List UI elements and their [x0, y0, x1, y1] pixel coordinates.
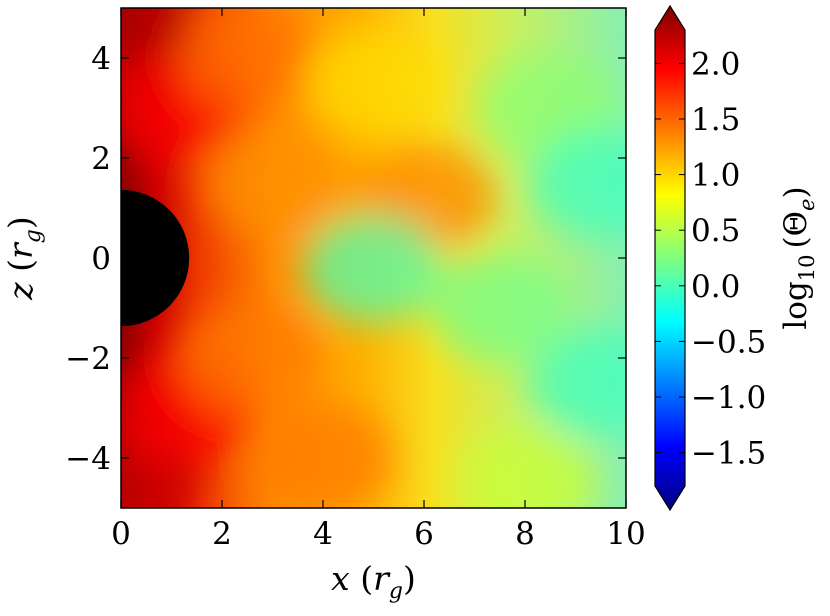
colorbar-tick-label: −1.0	[691, 380, 766, 416]
colorbar-tick-label: −0.5	[691, 324, 766, 360]
colorbar-tick-label: −1.5	[691, 436, 766, 472]
y-tick-label: 4	[91, 41, 111, 77]
plot-area	[121, 8, 626, 508]
field-sample-6	[177, 303, 318, 413]
colorbar: −1.5 −1.0 −0.5 0.0 0.5 1.0 1.5 2.0 log10(Θe)	[654, 4, 819, 512]
y-axis-title: z (rg)	[1, 216, 46, 301]
x-tick-label: 8	[515, 516, 535, 552]
colorbar-tick-label: 1.5	[691, 102, 740, 138]
x-tick-label: 2	[212, 516, 232, 552]
x-tick-label: 10	[606, 516, 645, 552]
field-sample-11	[429, 253, 570, 363]
field-sample-15	[455, 428, 595, 508]
y-tick-label: −2	[65, 341, 111, 377]
field-sample-10	[303, 213, 444, 323]
x-tick-label: 6	[414, 516, 434, 552]
y-tick-label: 2	[91, 141, 111, 177]
field-sample-5	[202, 128, 343, 238]
temperature-field-samples	[121, 8, 626, 508]
field-sample-8	[303, 28, 444, 138]
field-sample-4	[177, 8, 318, 113]
x-tick-label: 0	[111, 516, 131, 552]
field-sample-14	[530, 328, 626, 438]
x-axis-ticks: 0 2 4 6 8 10	[111, 8, 646, 552]
colorbar-tick-label: 0.0	[691, 269, 740, 305]
field-sample-13	[530, 128, 626, 238]
y-axis-ticks: −4 −2 0 2 4	[65, 41, 626, 477]
x-axis-title: x (rg)	[331, 559, 416, 604]
colorbar-gradient	[654, 4, 686, 512]
x-tick-label: 4	[313, 516, 333, 552]
black-hole-disk	[121, 189, 190, 327]
colorbar-ticks: −1.5 −1.0 −0.5 0.0 0.5 1.0 1.5 2.0	[655, 46, 766, 472]
colorbar-tick-label: 1.0	[691, 158, 740, 194]
y-tick-label: −4	[65, 441, 111, 477]
colorbar-tick-label: 2.0	[691, 46, 740, 82]
y-tick-label: 0	[91, 241, 111, 277]
colorbar-tick-label: 0.5	[691, 213, 740, 249]
field-sample-7	[253, 403, 393, 508]
colorbar-title: log10(Θe)	[778, 186, 819, 329]
